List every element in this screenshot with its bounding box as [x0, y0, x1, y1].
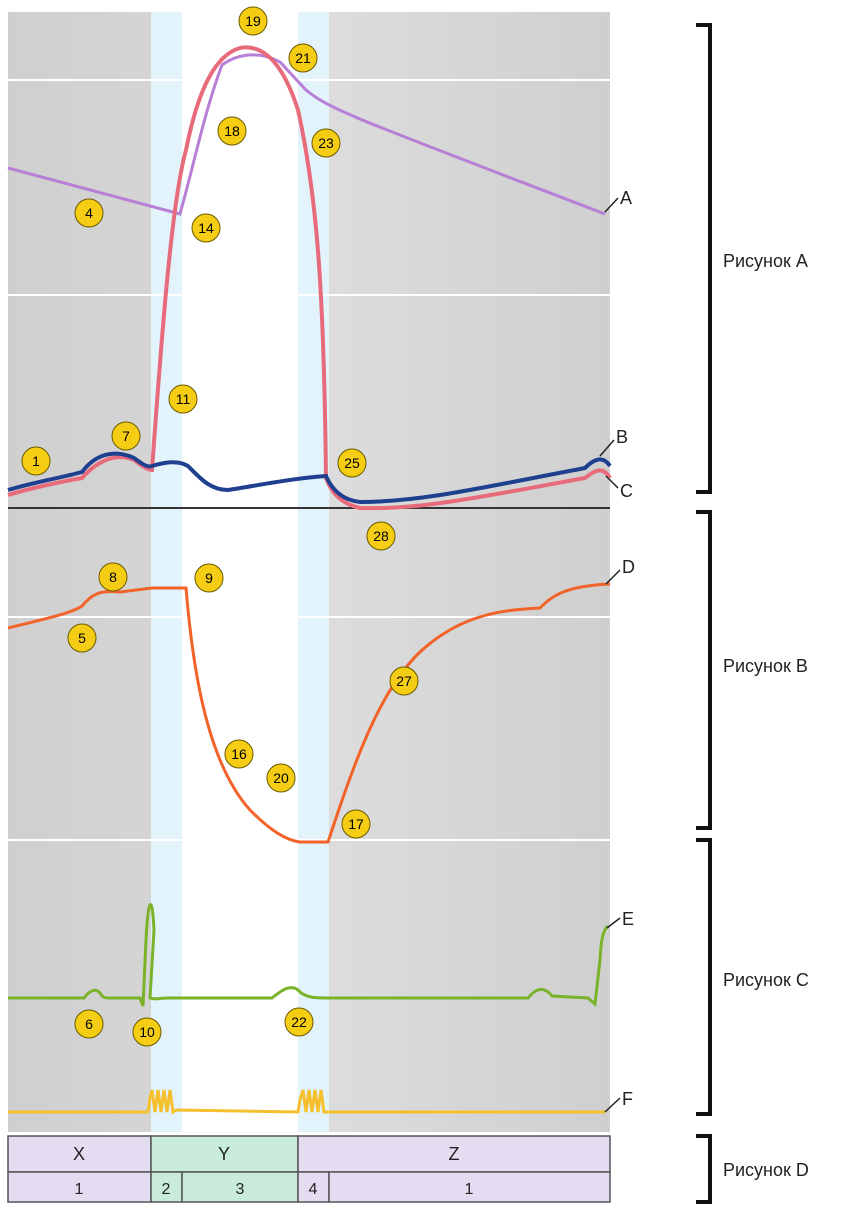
svg-text:11: 11: [176, 391, 191, 407]
curve-label-d: D: [622, 557, 635, 577]
bracket-d: [696, 1134, 712, 1204]
curve-d: [7, 582, 611, 844]
svg-text:6: 6: [85, 1016, 93, 1032]
marker-16: 16: [224, 739, 254, 769]
phase-sub-label-3: 3: [236, 1181, 245, 1198]
svg-text:21: 21: [295, 50, 311, 66]
panel-label-a: Рисунок A: [723, 251, 808, 271]
marker-8: 8: [98, 562, 128, 592]
phase-label-y: Y: [218, 1144, 230, 1164]
curve-label-e: E: [622, 909, 634, 929]
panel-label-c: Рисунок C: [723, 970, 809, 990]
curve-label-f: F: [622, 1089, 633, 1109]
bracket-b: [696, 510, 712, 830]
marker-21: 21: [288, 43, 318, 73]
phase-sub-label-4: 4: [309, 1181, 318, 1198]
svg-text:19: 19: [245, 13, 261, 29]
panel-label-d: Рисунок D: [723, 1160, 809, 1180]
marker-7: 7: [111, 421, 141, 451]
marker-10: 10: [132, 1017, 162, 1047]
phase-label-x: X: [73, 1144, 85, 1164]
phase-subcell-4: [297, 1171, 330, 1203]
svg-text:8: 8: [109, 569, 117, 585]
curve-label-c: C: [620, 481, 633, 501]
phase-cell-x: [7, 1135, 152, 1173]
marker-9: 9: [194, 563, 224, 593]
curve-label-b: B: [616, 427, 628, 447]
curve-b: [7, 451, 612, 505]
svg-text:17: 17: [348, 816, 364, 832]
svg-text:5: 5: [78, 630, 86, 646]
panel-label-b: Рисунок B: [723, 656, 808, 676]
phase-cell-y: [150, 1135, 299, 1173]
svg-text:25: 25: [344, 455, 360, 471]
phase-sub-label-1b: 1: [465, 1181, 474, 1198]
isovolumetric-relaxation-strip: [298, 12, 329, 1132]
marker-23: 23: [311, 128, 341, 158]
marker-25: 25: [337, 448, 367, 478]
curve-labels: A B C D E F: [599, 188, 635, 1113]
svg-text:7: 7: [122, 428, 130, 444]
curve-label-a: A: [620, 188, 632, 208]
marker-14: 14: [191, 213, 221, 243]
marker-1: 1: [21, 446, 51, 476]
panel-labels: Рисунок A Рисунок B Рисунок C Рисунок D: [723, 251, 809, 1180]
svg-text:20: 20: [273, 770, 289, 786]
bracket-c: [696, 838, 712, 1116]
marker-6: 6: [74, 1009, 104, 1039]
svg-text:16: 16: [231, 746, 247, 762]
svg-text:22: 22: [291, 1014, 307, 1030]
phase-cell-z: [297, 1135, 611, 1173]
phase-subcell-1a: [7, 1171, 152, 1203]
svg-text:14: 14: [198, 220, 214, 236]
phase-sub-label-2: 2: [162, 1181, 171, 1198]
marker-4: 4: [74, 198, 104, 228]
svg-text:28: 28: [373, 528, 389, 544]
svg-text:18: 18: [224, 123, 240, 139]
svg-text:10: 10: [139, 1024, 155, 1040]
phase-label-z: Z: [449, 1144, 460, 1164]
bracket-a: [696, 23, 712, 494]
marker-27: 27: [389, 666, 419, 696]
numbered-markers: 1 4 5 6 7 8 9 10 11 14 16 17 18 19 20 21…: [21, 6, 419, 1047]
curve-f: [8, 1089, 605, 1115]
phase-table: X Y Z 1 2 3 4 1: [7, 1135, 611, 1203]
isovolumetric-contraction-strip: [151, 12, 182, 1132]
svg-text:23: 23: [318, 135, 334, 151]
marker-22: 22: [284, 1007, 314, 1037]
svg-text:9: 9: [205, 570, 213, 586]
curve-e: [8, 903, 610, 1007]
marker-20: 20: [266, 763, 296, 793]
panel-brackets: [696, 23, 712, 1204]
phase-sub-label-1a: 1: [75, 1181, 84, 1198]
marker-28: 28: [366, 521, 396, 551]
svg-text:27: 27: [396, 673, 412, 689]
svg-text:1: 1: [32, 453, 40, 469]
marker-5: 5: [67, 623, 97, 653]
phase-subcell-3: [181, 1171, 299, 1203]
marker-11: 11: [168, 384, 198, 414]
phase-subcell-1b: [328, 1171, 611, 1203]
marker-17: 17: [341, 809, 371, 839]
marker-18: 18: [217, 116, 247, 146]
marker-19: 19: [238, 6, 268, 36]
svg-text:4: 4: [85, 205, 93, 221]
gridlines: [8, 79, 610, 841]
